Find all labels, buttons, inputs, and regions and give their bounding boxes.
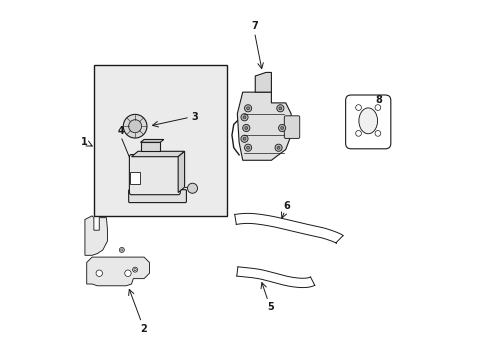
FancyBboxPatch shape [128,190,186,203]
Circle shape [374,105,380,111]
Circle shape [355,131,361,136]
Polygon shape [255,72,271,92]
Polygon shape [237,92,290,160]
Text: 7: 7 [251,21,257,31]
Circle shape [374,131,380,136]
Text: 1: 1 [81,138,87,147]
Circle shape [276,105,284,112]
FancyBboxPatch shape [129,154,180,195]
Circle shape [132,267,137,272]
Text: 5: 5 [266,302,273,312]
Bar [94,65,226,216]
Circle shape [124,270,131,276]
Circle shape [246,107,249,110]
Circle shape [244,144,251,151]
Circle shape [278,107,281,110]
Polygon shape [85,216,107,255]
Circle shape [278,125,285,132]
Circle shape [280,127,283,130]
Circle shape [274,144,282,151]
Circle shape [187,183,197,193]
Polygon shape [140,139,163,142]
Text: 2: 2 [141,324,147,334]
Polygon shape [86,257,149,286]
Circle shape [241,114,247,121]
Polygon shape [178,151,184,193]
Circle shape [244,127,247,130]
Circle shape [244,105,251,112]
Circle shape [121,249,122,251]
Circle shape [134,269,136,271]
Polygon shape [236,267,314,288]
Circle shape [243,116,245,119]
Text: 6: 6 [283,201,289,211]
Text: 4: 4 [117,126,124,136]
Circle shape [246,146,249,149]
Circle shape [123,114,147,138]
Text: 8: 8 [375,95,382,105]
FancyBboxPatch shape [345,95,390,149]
Polygon shape [131,151,184,157]
Circle shape [96,270,102,276]
Circle shape [242,125,249,132]
Text: 3: 3 [191,112,198,122]
Bar [129,172,140,184]
FancyBboxPatch shape [284,116,299,138]
Bar [140,142,160,151]
Circle shape [355,105,361,111]
Circle shape [277,146,280,149]
Ellipse shape [358,108,377,134]
Circle shape [243,137,245,140]
Circle shape [119,247,124,252]
Circle shape [241,135,247,142]
Circle shape [128,120,142,133]
Polygon shape [234,213,343,243]
